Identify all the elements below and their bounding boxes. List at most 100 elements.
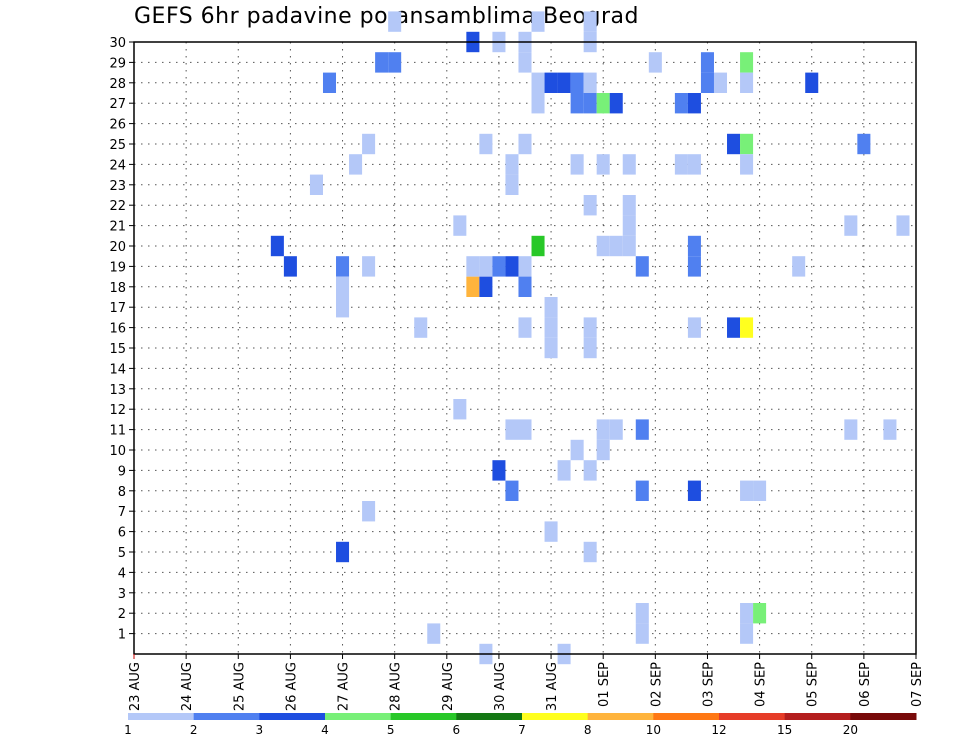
y-tick-label: 25 <box>109 138 126 153</box>
precip-cell <box>583 195 597 216</box>
precip-cell <box>635 623 649 644</box>
precip-cell <box>740 133 754 155</box>
precip-cell <box>505 154 519 175</box>
y-tick-label: 27 <box>109 97 126 112</box>
y-tick-label: 18 <box>109 281 126 296</box>
precip-cell <box>687 480 701 501</box>
precip-cell <box>505 419 519 440</box>
precip-cell <box>792 256 806 277</box>
legend-label: 10 <box>646 723 661 737</box>
precip-cell <box>518 52 532 73</box>
precip-cell <box>583 317 597 338</box>
y-tick-label: 19 <box>109 260 126 275</box>
legend-label: 12 <box>711 723 726 737</box>
precip-cell <box>687 154 701 175</box>
precip-cell <box>844 419 858 440</box>
precip-cell <box>362 501 376 522</box>
precip-cell <box>609 235 623 257</box>
precip-cell <box>466 256 480 277</box>
precip-cell <box>283 256 297 277</box>
y-tick-label: 11 <box>109 424 126 439</box>
y-tick-label: 4 <box>118 566 126 581</box>
x-tick-label: 02 SEP <box>649 662 664 707</box>
precip-cell <box>740 623 754 644</box>
precip-cell <box>362 133 376 155</box>
legend-swatch <box>128 713 195 720</box>
y-tick-label: 10 <box>109 444 126 459</box>
y-tick-label: 22 <box>109 199 126 214</box>
y-tick-label: 28 <box>109 77 126 92</box>
precip-cell <box>479 276 493 297</box>
legend-label: 7 <box>518 723 526 737</box>
precip-cell <box>336 256 350 277</box>
y-tick-label: 17 <box>109 301 126 316</box>
precip-cell <box>583 11 597 32</box>
precip-cell <box>505 174 519 195</box>
precip-cell <box>531 11 545 32</box>
precip-cell <box>518 317 532 338</box>
y-tick-label: 12 <box>109 403 126 418</box>
precip-cell <box>583 72 597 93</box>
legend-swatch <box>522 713 589 720</box>
legend-swatch <box>850 713 917 720</box>
y-tick-label: 15 <box>109 342 126 357</box>
precip-cell <box>609 93 623 114</box>
precip-cell <box>544 337 558 359</box>
precip-cell <box>727 133 741 155</box>
x-tick-label: 24 AUG <box>180 662 195 711</box>
legend-label: 1 <box>124 723 132 737</box>
precip-cell <box>336 276 350 297</box>
x-tick-label: 25 AUG <box>232 662 247 711</box>
legend-swatch <box>784 713 851 720</box>
precip-cell <box>622 195 636 216</box>
precip-cell <box>805 72 819 93</box>
y-tick-label: 16 <box>109 322 126 337</box>
y-tick-label: 1 <box>118 628 126 643</box>
precip-cell <box>740 52 754 73</box>
precip-cell <box>596 439 610 461</box>
y-tick-label: 24 <box>109 158 126 173</box>
precip-cell <box>687 256 701 277</box>
y-tick-label: 5 <box>118 546 126 561</box>
x-tick-label: 06 SEP <box>858 662 873 707</box>
precip-cell <box>570 72 584 93</box>
precip-cell <box>583 93 597 114</box>
precip-cell <box>583 337 597 359</box>
precip-cell <box>531 235 545 257</box>
precip-cell <box>570 439 584 461</box>
x-tick-label: 30 AUG <box>493 662 508 711</box>
precip-cell <box>349 154 363 175</box>
legend-label: 5 <box>387 723 395 737</box>
precip-cell <box>896 215 910 236</box>
precip-cell <box>740 72 754 93</box>
precip-cell <box>727 317 741 338</box>
y-axis: 1234567891011121314151617181920212223242… <box>109 36 134 643</box>
precip-cell <box>336 297 350 318</box>
x-tick-label: 31 AUG <box>545 662 560 711</box>
precip-cell <box>518 276 532 297</box>
precip-cell <box>492 256 506 277</box>
precip-cell <box>883 419 897 440</box>
precip-cell <box>844 215 858 236</box>
precip-cell <box>609 419 623 440</box>
legend-swatch <box>587 713 654 720</box>
y-tick-label: 20 <box>109 240 126 255</box>
precipitation-cells <box>270 11 910 665</box>
precip-cell <box>753 603 767 624</box>
precip-cell <box>362 256 376 277</box>
precip-cell <box>596 93 610 114</box>
y-tick-label: 29 <box>109 56 126 71</box>
precip-cell <box>388 52 402 73</box>
precip-cell <box>375 52 389 73</box>
precip-cell <box>557 460 571 481</box>
x-tick-label: 05 SEP <box>806 662 821 707</box>
x-axis: 23 AUG 24 AUG 25 AUG 26 AUG 27 AUG 28 AUG 29 A… <box>128 654 925 711</box>
precip-cell <box>414 317 428 338</box>
precip-cell <box>544 72 558 93</box>
precip-cell <box>648 52 662 73</box>
precip-cell <box>687 235 701 257</box>
x-tick-label: 29 AUG <box>441 662 456 711</box>
legend-label: 6 <box>453 723 461 737</box>
precip-cell <box>596 154 610 175</box>
precip-cell <box>622 215 636 236</box>
